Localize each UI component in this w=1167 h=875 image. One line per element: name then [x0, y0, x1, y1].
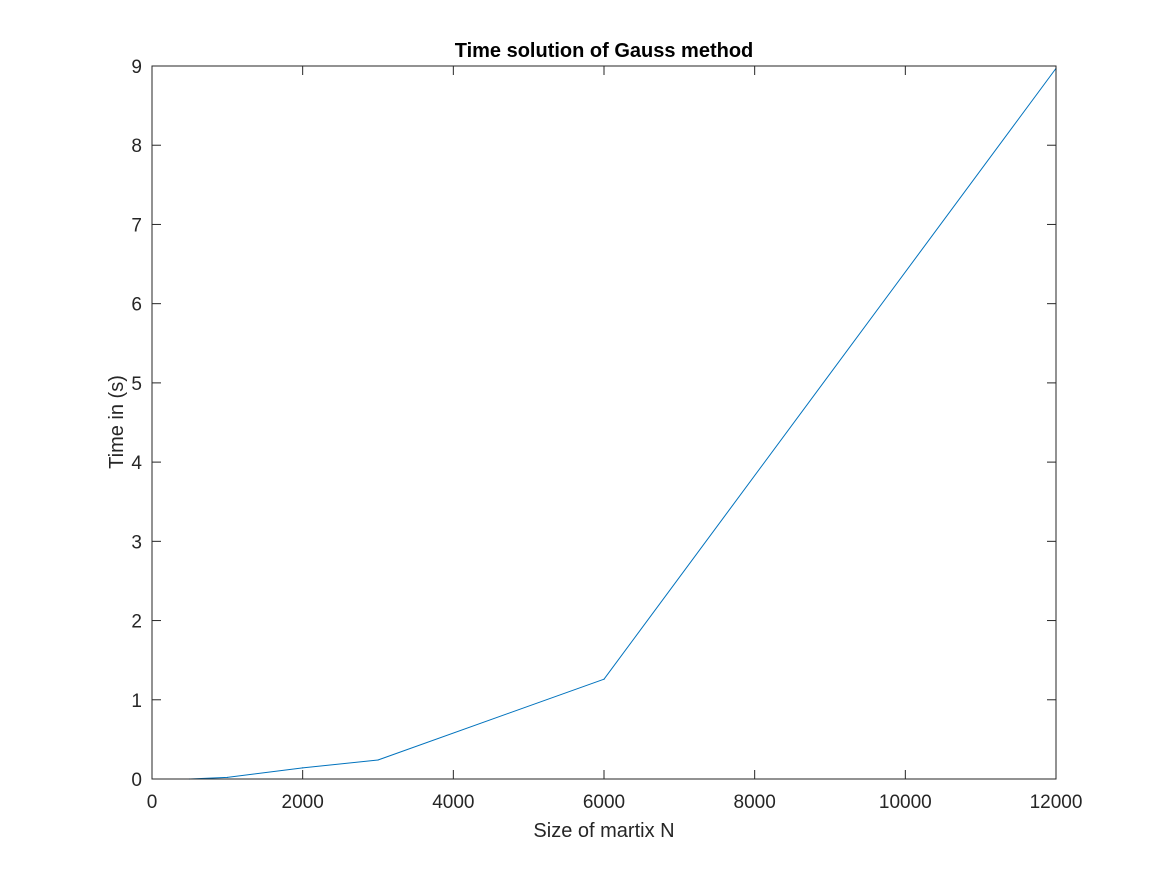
- x-axis-label: Size of martix N: [533, 820, 674, 842]
- y-tick-label: 6: [131, 295, 142, 316]
- y-tick-label: 1: [131, 691, 142, 712]
- series-line: [189, 68, 1057, 780]
- x-tick-label: 0: [147, 792, 158, 813]
- axes-box: [151, 65, 1057, 780]
- plot-area: [152, 66, 1056, 779]
- y-tick-label: 4: [131, 453, 142, 474]
- data-point: [603, 678, 605, 680]
- y-tick-label: 0: [131, 770, 142, 791]
- y-tick-label: 3: [131, 532, 142, 553]
- y-tick-label: 2: [131, 612, 142, 633]
- y-tick-label: 8: [131, 136, 142, 157]
- data-point: [226, 776, 228, 779]
- data-point: [377, 759, 379, 761]
- x-tick-label: 6000: [583, 792, 625, 813]
- y-tick-label: 9: [131, 57, 142, 78]
- x-tick-label: 10000: [879, 792, 932, 813]
- data-point: [302, 767, 304, 769]
- x-tick-label: 2000: [282, 792, 324, 813]
- x-tick-label: 8000: [734, 792, 776, 813]
- chart-title: Time solution of Gauss method: [455, 40, 754, 62]
- x-tick-label: 12000: [1030, 792, 1083, 813]
- x-tick-label: 4000: [432, 792, 474, 813]
- y-axis-label: Time in (s): [106, 375, 128, 469]
- y-tick-label: 7: [131, 215, 142, 236]
- tick-labels: 0 2000 4000 6000 8000 10000 12000 0 1 2 3 4 5 6 7 8 9: [131, 57, 1082, 813]
- y-tick-label: 5: [131, 374, 142, 395]
